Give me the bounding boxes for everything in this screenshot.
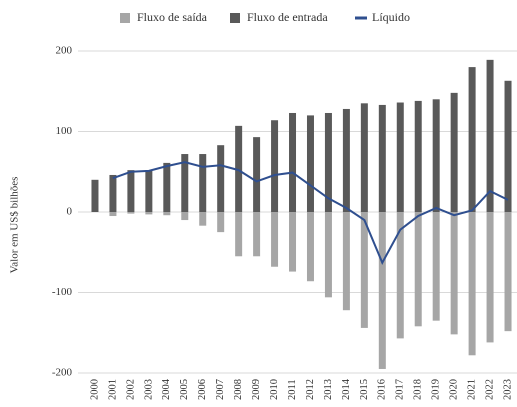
bar bbox=[145, 212, 153, 215]
bar bbox=[486, 59, 494, 213]
x-tick-label: 2012 bbox=[305, 379, 316, 400]
y-axis-label: Valor em US$ bilhões bbox=[9, 177, 21, 274]
legend-label: Líquido bbox=[372, 10, 410, 24]
bar bbox=[271, 120, 279, 212]
bar bbox=[468, 212, 476, 356]
x-tick-label: 2010 bbox=[269, 379, 280, 400]
bar bbox=[253, 212, 261, 257]
bar bbox=[163, 162, 171, 212]
bar bbox=[324, 112, 332, 212]
bar bbox=[432, 99, 440, 212]
x-tick-label: 2006 bbox=[197, 379, 208, 400]
x-tick-label: 2017 bbox=[395, 379, 406, 400]
bar bbox=[396, 102, 404, 212]
bar bbox=[271, 212, 279, 267]
x-tick-label: 2020 bbox=[449, 379, 460, 400]
bar bbox=[450, 212, 458, 335]
bar bbox=[468, 67, 476, 212]
bar bbox=[378, 104, 386, 212]
bar bbox=[199, 154, 207, 212]
y-tick-label: 100 bbox=[56, 125, 73, 137]
x-tick-label: 2016 bbox=[377, 379, 388, 400]
bar bbox=[306, 212, 314, 282]
bar bbox=[289, 112, 297, 212]
bar bbox=[324, 212, 332, 298]
bar bbox=[504, 80, 512, 212]
bar bbox=[486, 212, 494, 343]
bar bbox=[378, 212, 386, 369]
line bbox=[112, 161, 509, 266]
bar bbox=[504, 212, 512, 332]
x-tick-label: 2011 bbox=[287, 379, 298, 400]
x-tick-label: 2007 bbox=[215, 379, 226, 400]
bar bbox=[109, 212, 117, 217]
bar bbox=[432, 212, 440, 321]
legend-label: Fluxo de entrada bbox=[247, 10, 328, 24]
x-tick-label: 2009 bbox=[251, 379, 262, 400]
y-tick-label: 200 bbox=[56, 45, 73, 57]
bar bbox=[235, 125, 243, 212]
x-tick-label: 2019 bbox=[431, 379, 442, 400]
x-tick-label: 2000 bbox=[89, 379, 100, 400]
y-tick-label: -100 bbox=[52, 286, 73, 298]
bar bbox=[217, 145, 225, 212]
bar bbox=[414, 212, 422, 327]
x-tick-label: 2022 bbox=[484, 379, 495, 400]
x-tick-label: 2023 bbox=[502, 379, 513, 400]
x-tick-label: 2013 bbox=[323, 379, 334, 400]
bar bbox=[199, 212, 207, 226]
x-tick-label: 2014 bbox=[341, 378, 352, 400]
bar bbox=[414, 100, 422, 212]
x-tick-label: 2002 bbox=[125, 379, 136, 400]
bar bbox=[342, 212, 350, 311]
bar bbox=[396, 212, 404, 339]
bar bbox=[127, 170, 135, 212]
bar bbox=[289, 212, 297, 272]
bar bbox=[163, 212, 171, 216]
bar bbox=[342, 108, 350, 212]
bar bbox=[360, 212, 368, 328]
x-tick-label: 2001 bbox=[107, 379, 118, 400]
bar bbox=[181, 154, 189, 212]
legend-swatch bbox=[355, 16, 367, 20]
bar bbox=[91, 179, 99, 212]
x-tick-label: 2015 bbox=[359, 379, 370, 400]
x-tick-label: 2004 bbox=[161, 378, 172, 400]
y-tick-label: 0 bbox=[67, 206, 73, 218]
x-tick-label: 2003 bbox=[143, 379, 154, 400]
bar bbox=[217, 212, 225, 233]
legend-swatch bbox=[230, 13, 240, 23]
bar bbox=[109, 174, 117, 212]
bar bbox=[253, 137, 261, 212]
x-tick-label: 2008 bbox=[233, 379, 244, 400]
bar bbox=[145, 170, 153, 212]
y-tick-label: -200 bbox=[52, 367, 73, 379]
bar bbox=[127, 212, 135, 214]
bar bbox=[360, 103, 368, 212]
bar bbox=[450, 92, 458, 212]
legend-swatch bbox=[120, 13, 130, 23]
x-tick-label: 2005 bbox=[179, 379, 190, 400]
x-tick-label: 2018 bbox=[413, 379, 424, 400]
bar bbox=[181, 212, 189, 221]
legend-label: Fluxo de saída bbox=[137, 10, 208, 24]
bar bbox=[235, 212, 243, 257]
bar bbox=[306, 115, 314, 212]
x-tick-label: 2021 bbox=[467, 379, 478, 400]
